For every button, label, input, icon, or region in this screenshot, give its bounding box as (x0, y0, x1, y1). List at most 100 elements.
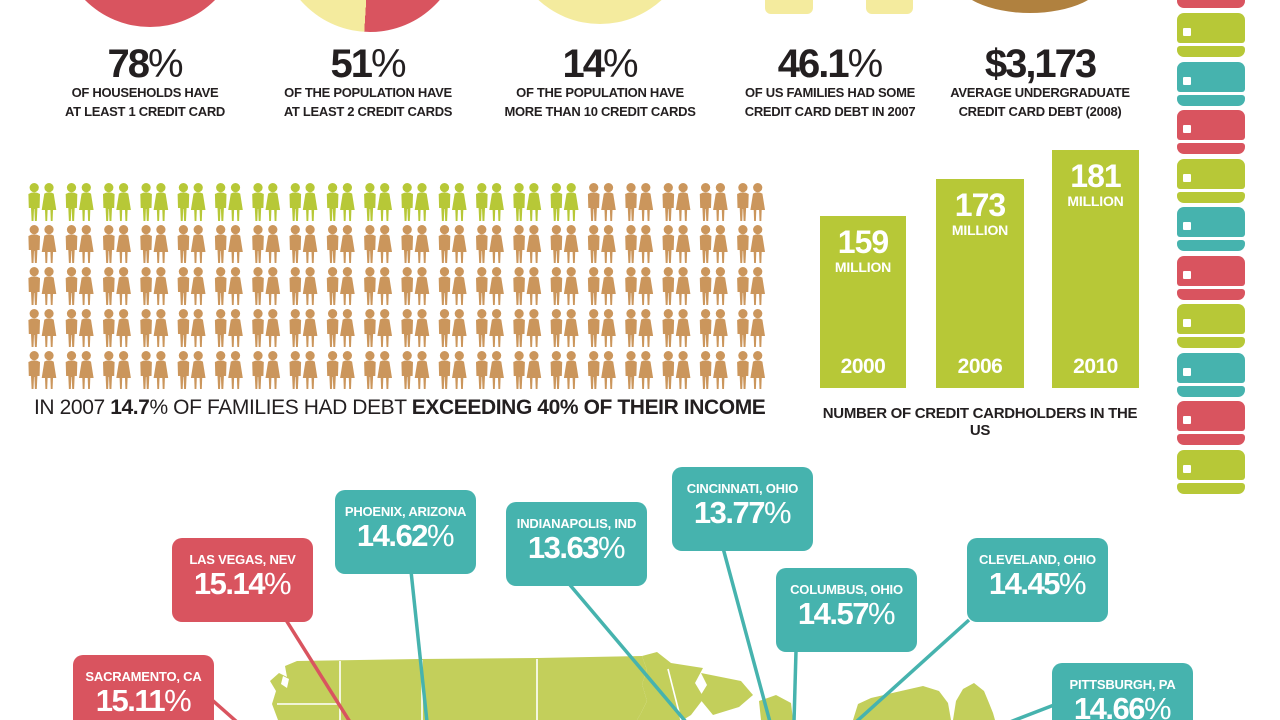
couple-figure (699, 225, 728, 263)
couple-figure (103, 225, 131, 263)
couple-figure (28, 351, 57, 389)
leader-line-7 (1010, 703, 1055, 720)
credit-card-icon (1177, 207, 1245, 251)
bar-value: 159 (837, 224, 889, 260)
credit-card-chip (1183, 125, 1191, 133)
couple-figure (326, 351, 355, 389)
city-rate-value: 14.62% (356, 518, 455, 553)
coin-icon (955, 0, 1105, 13)
couple-figure-highlighted (289, 183, 318, 221)
couple-figure (214, 267, 243, 305)
credit-card-chip (1183, 464, 1191, 473)
credit-card-icon (1177, 255, 1245, 300)
couple-figure-highlighted (326, 183, 355, 221)
couple-figure (625, 225, 654, 263)
couple-figure (699, 309, 728, 347)
couple-figure (252, 351, 281, 389)
couple-figure (513, 225, 542, 263)
leader-line-6 (855, 618, 971, 720)
credit-card-icon-partial (1177, 0, 1245, 8)
couple-figure (550, 225, 579, 263)
city-name: INDIANAPOLIS, IND (516, 516, 637, 531)
couple-figure (587, 183, 616, 221)
city-label-las-vegas-nev: LAS VEGAS, NEV 15.14% (172, 538, 313, 622)
city-name: LAS VEGAS, NEV (189, 552, 296, 567)
family-debt-note: IN 2007 14.7% OF FAMILIES HAD DEBT EXCEE… (34, 396, 794, 420)
stat-caption-line1: AVERAGE UNDERGRADUATE (950, 85, 1130, 100)
couple-figure (401, 309, 430, 347)
city-rate-value: 14.57% (797, 596, 896, 631)
couple-figure (513, 351, 542, 389)
city-label-phoenix-arizona: PHOENIX, ARIZONA 14.62% (335, 490, 476, 574)
couple-figure-highlighted (65, 183, 94, 221)
couple-figure (140, 351, 169, 389)
couple-figure (737, 351, 765, 389)
couple-figure (513, 267, 542, 305)
couple-figure (401, 267, 430, 305)
credit-card-chip (1183, 416, 1191, 424)
couple-figure (289, 309, 318, 347)
stat-value: $3,173 (984, 42, 1097, 86)
couple-figure (587, 351, 616, 389)
couple-figure (364, 267, 392, 305)
couple-figure (140, 309, 169, 347)
couple-figure (252, 309, 281, 347)
city-name: CLEVELAND, OHIO (979, 552, 1096, 567)
leader-lines (209, 547, 1055, 720)
couple-figure (364, 351, 392, 389)
couple-figure-highlighted (28, 183, 57, 221)
couple-figure (550, 309, 579, 347)
credit-card-icon (1177, 110, 1245, 154)
couple-figure (587, 267, 616, 305)
couple-figure (103, 309, 131, 347)
couple-figure-highlighted (140, 183, 169, 221)
note-segment: EXCEEDING 40% OF THEIR INCOME (411, 396, 766, 419)
city-rate-value: 14.66% (1073, 691, 1172, 720)
city-label-cleveland-ohio: CLEVELAND, OHIO 14.45% (967, 538, 1108, 622)
city-label-columbus-ohio: COLUMBUS, OHIO 14.57% (776, 568, 917, 652)
credit-card-strip (1177, 385, 1245, 397)
note-segment: % OF FAMILIES HAD DEBT (149, 396, 412, 419)
couple-figure (662, 267, 691, 305)
credit-card-strip (1177, 143, 1245, 154)
stat-caption-line2: CREDIT CARD DEBT (2008) (958, 103, 1122, 119)
couple-figure (103, 267, 131, 305)
note-segment: IN 2007 (34, 396, 111, 419)
credit-card-chip (1183, 270, 1191, 279)
cards-column (1177, 0, 1245, 498)
stat-caption-line2: MORE THAN 10 CREDIT CARDS (504, 103, 696, 119)
puget-sound-detail (281, 676, 289, 688)
couple-figure (252, 225, 281, 263)
couple-figure (401, 225, 430, 263)
couple-figure (662, 351, 691, 389)
credit-card-body (1177, 352, 1245, 383)
credit-card-body (1177, 13, 1245, 43)
credit-card-body (1177, 110, 1245, 140)
pie-chart-51-icon (278, 0, 462, 32)
leader-line-4 (721, 547, 772, 720)
couple-figure (550, 351, 579, 389)
bar-year: 2010 (1073, 355, 1118, 378)
couple-figure (662, 183, 691, 221)
numeral-fragment-icon (866, 0, 913, 14)
couple-figure (737, 309, 765, 347)
credit-card-icon (1177, 401, 1245, 445)
couple-figure (214, 309, 243, 347)
bar-unit: MILLION (834, 259, 892, 275)
city-name: PHOENIX, ARIZONA (344, 504, 467, 519)
bar-value: 181 (1070, 158, 1121, 194)
couple-figure (550, 267, 579, 305)
couple-figure (625, 183, 654, 221)
credit-card-body (1177, 304, 1245, 334)
couple-figure (699, 267, 728, 305)
city-name: PITTSBURGH, PA (1069, 677, 1176, 692)
credit-card-strip (1177, 94, 1245, 106)
couple-figure (438, 309, 467, 347)
stat-column-two-cards: 51% OF THE POPULATION HAVE AT LEAST 2 CR… (252, 44, 484, 121)
city-rate-value: 14.45% (988, 566, 1087, 601)
city-label-sacramento-ca: SACRAMENTO, CA 15.11% (73, 655, 214, 720)
couple-figure (476, 351, 504, 389)
city-rate-value: 15.11% (95, 683, 192, 718)
note-segment: 14.7 (110, 396, 150, 419)
